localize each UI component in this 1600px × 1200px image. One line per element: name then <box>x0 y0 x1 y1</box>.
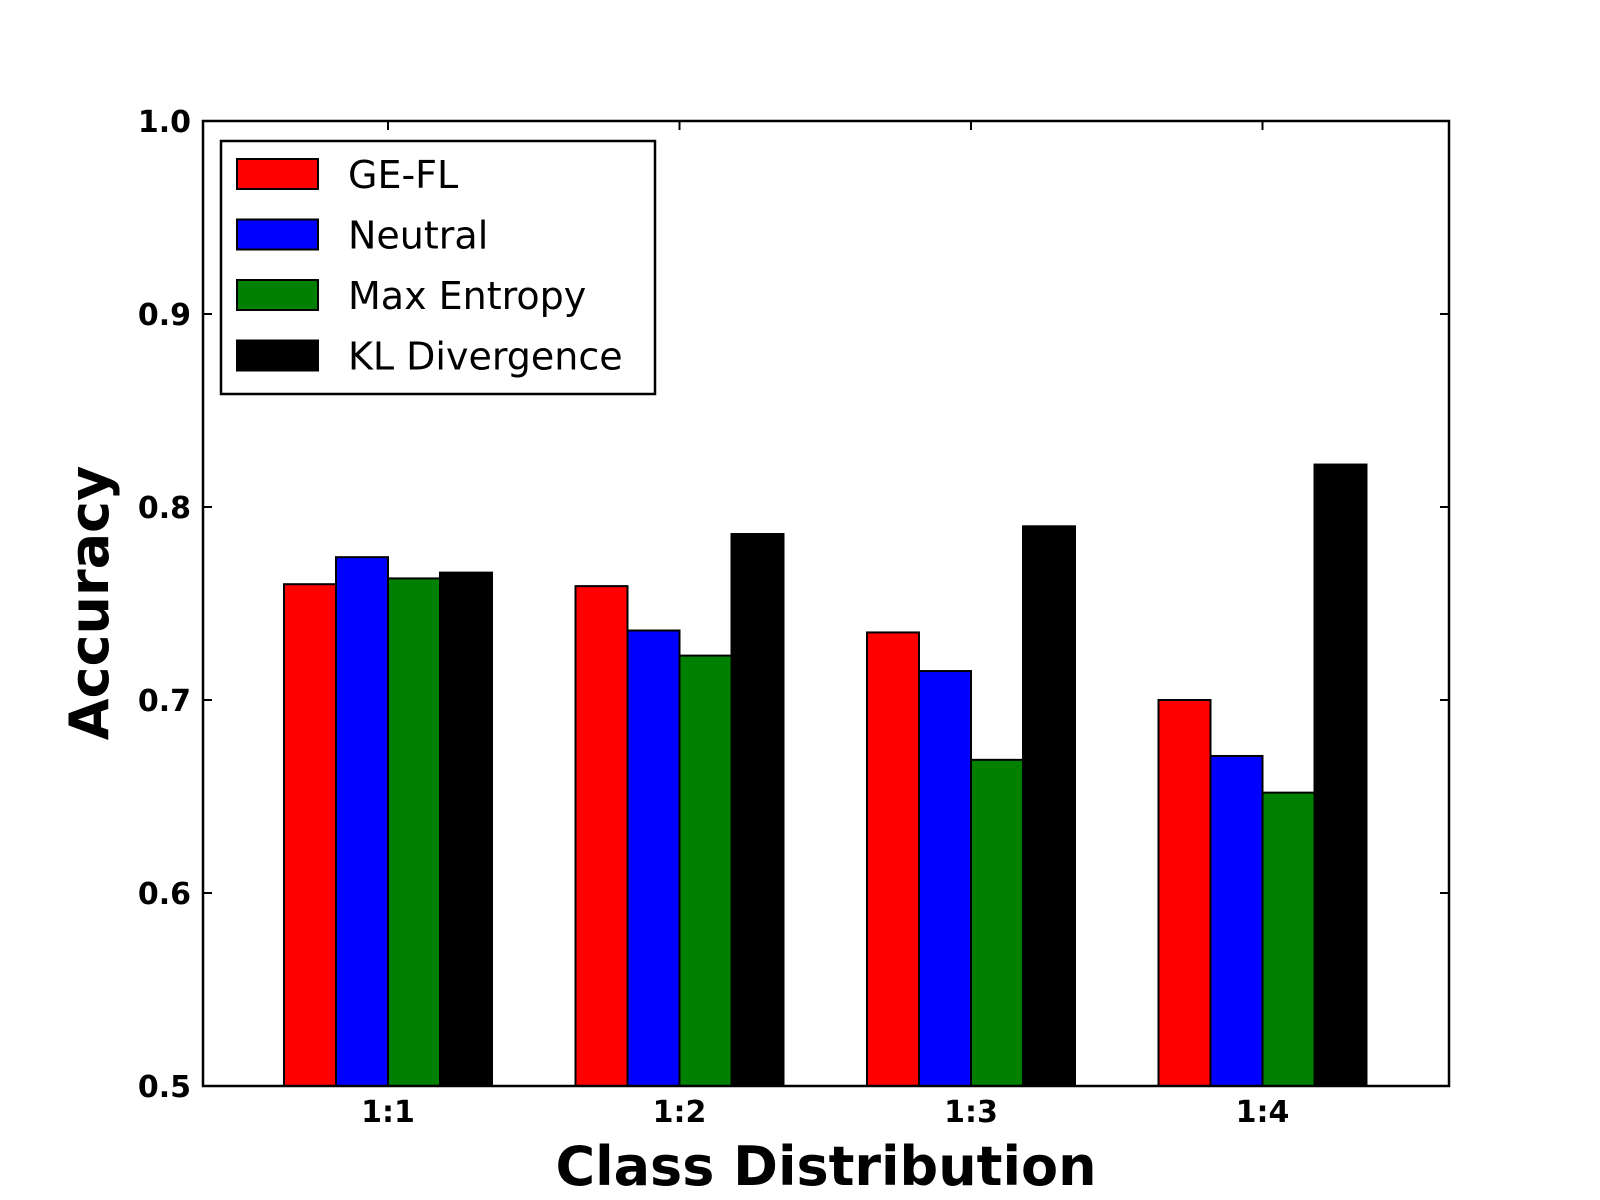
x-tick-labels: 1:1 1:2 1:3 1:4 <box>361 1095 1289 1130</box>
y-tick-label: 0.6 <box>138 877 191 912</box>
bar-max-entropy-4 <box>1261 791 1316 1087</box>
legend-swatch-neutral <box>236 218 319 251</box>
ticks-layer <box>203 120 1449 1087</box>
x-axis-title: Class Distribution <box>555 1135 1096 1198</box>
x-tick-label: 1:4 <box>1236 1095 1290 1130</box>
bar-ge-fl-1 <box>283 583 337 1087</box>
bar-neutral-2 <box>626 629 681 1088</box>
bar-ge-fl-4 <box>1157 699 1212 1087</box>
legend-label-kl-divergence: KL Divergence <box>348 335 623 379</box>
bar-neutral-1 <box>335 556 389 1087</box>
bar-ge-fl-3 <box>866 631 920 1087</box>
legend-label-neutral: Neutral <box>348 214 488 258</box>
y-tick-labels: 0.5 0.6 0.7 0.8 0.9 1.0 <box>138 105 191 1105</box>
bar-kl-divergence-2 <box>730 533 785 1087</box>
bar-kl-divergence-4 <box>1313 463 1368 1088</box>
bar-neutral-4 <box>1209 754 1264 1087</box>
bar-kl-divergence-3 <box>1022 525 1076 1087</box>
plot-frame <box>201 119 1451 1088</box>
legend-swatch-ge-fl <box>236 158 319 190</box>
legend-label-max-entropy: Max Entropy <box>348 274 586 318</box>
bar-ge-fl-2 <box>574 585 629 1087</box>
legend-swatch-kl-divergence <box>236 339 319 372</box>
bar-neutral-3 <box>918 670 972 1087</box>
y-tick-label: 0.9 <box>138 298 191 333</box>
x-tick-label: 1:1 <box>361 1095 415 1130</box>
y-tick-label: 1.0 <box>138 105 191 140</box>
bar-kl-divergence-1 <box>439 571 493 1087</box>
y-axis-title: Accuracy <box>58 466 121 741</box>
bar-max-entropy-1 <box>387 577 441 1087</box>
bars-layer <box>283 463 1368 1088</box>
legend-items: GE-FL Neutral Max Entropy KL Divergence <box>236 153 623 379</box>
x-tick-label: 1:3 <box>944 1095 998 1130</box>
x-tick-label: 1:2 <box>653 1095 707 1130</box>
y-tick-label: 0.7 <box>138 684 191 719</box>
legend-label-ge-fl: GE-FL <box>348 153 458 197</box>
bar-max-entropy-3 <box>970 758 1024 1088</box>
legend: GE-FL Neutral Max Entropy KL Divergence <box>219 139 657 396</box>
legend-swatch-max-entropy <box>236 279 319 311</box>
y-tick-label: 0.8 <box>138 491 191 526</box>
bar-max-entropy-2 <box>678 654 733 1087</box>
y-tick-label: 0.5 <box>138 1070 191 1105</box>
